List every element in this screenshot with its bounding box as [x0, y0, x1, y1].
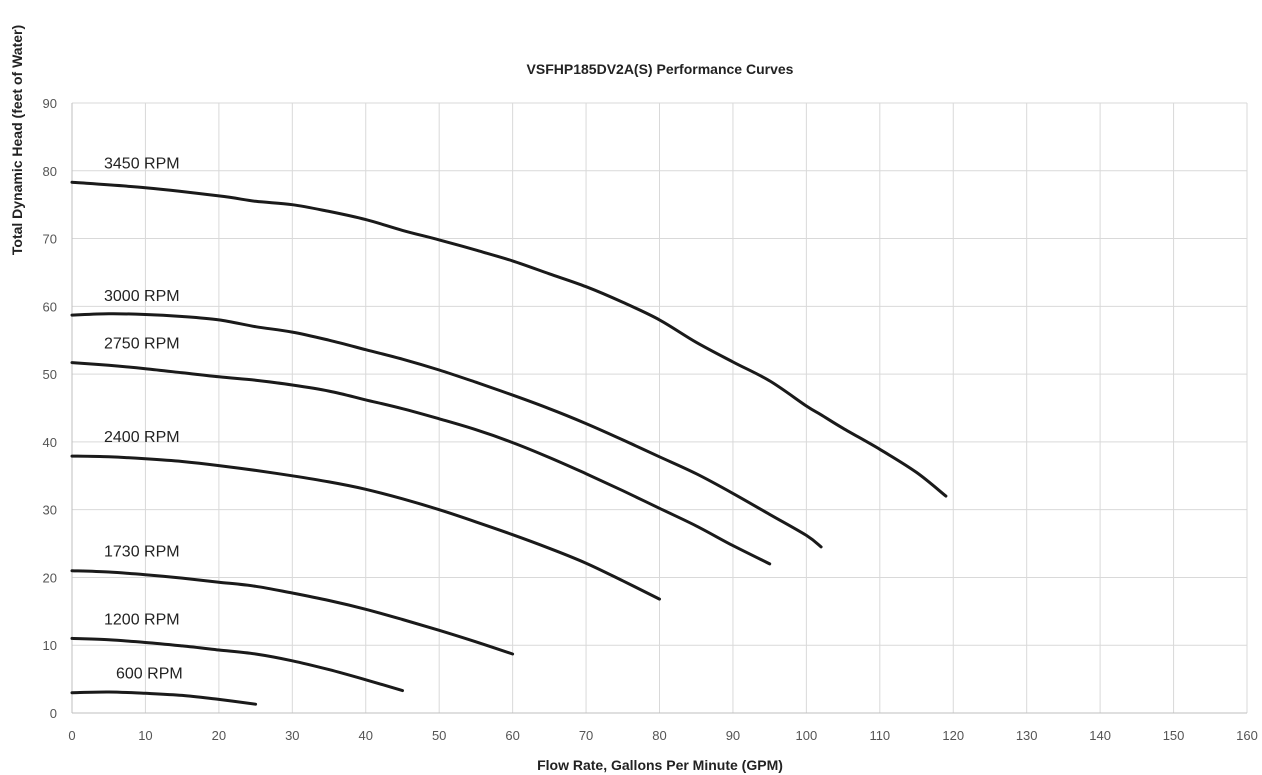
y-tick-labels: 0 10 20 30 40 50 60 70 80 90 — [43, 96, 57, 721]
x-tick-label: 10 — [138, 728, 152, 743]
series-label-1200-rpm: 1200 RPM — [104, 611, 180, 628]
y-axis-label: Total Dynamic Head (feet of Water) — [9, 25, 25, 255]
series-label-600-rpm: 600 RPM — [116, 666, 183, 683]
y-tick-label: 70 — [43, 232, 57, 247]
y-tick-label: 60 — [43, 299, 57, 314]
x-tick-label: 40 — [359, 728, 373, 743]
series-label-1730-rpm: 1730 RPM — [104, 544, 180, 561]
series-labels: 3450 RPM 3000 RPM 2750 RPM 2400 RPM 1730 RPM… — [104, 155, 183, 682]
series-label-3450-rpm: 3450 RPM — [104, 155, 180, 172]
x-tick-label: 0 — [68, 728, 75, 743]
y-tick-label: 40 — [43, 435, 57, 450]
y-tick-label: 30 — [43, 503, 57, 518]
x-tick-label: 100 — [796, 728, 818, 743]
x-tick-label: 60 — [505, 728, 519, 743]
x-tick-labels: 0 10 20 30 40 50 60 70 80 90 100 110 120 130 140 150 160 — [68, 728, 1257, 743]
x-tick-label: 30 — [285, 728, 299, 743]
x-axis-label: Flow Rate, Gallons Per Minute (GPM) — [537, 757, 783, 773]
curve-1730-rpm — [70, 569, 515, 656]
curve-3450-rpm — [70, 180, 948, 498]
x-tick-label: 80 — [652, 728, 666, 743]
axes — [71, 103, 1247, 714]
x-tick-label: 140 — [1089, 728, 1111, 743]
curve-3000-rpm — [70, 312, 823, 549]
curve-2750-rpm — [70, 361, 772, 566]
x-tick-label: 110 — [869, 728, 890, 743]
x-tick-label: 20 — [212, 728, 226, 743]
y-tick-label: 0 — [50, 706, 57, 721]
rpm-curves — [70, 180, 948, 706]
series-label-3000-rpm: 3000 RPM — [104, 288, 180, 305]
y-tick-label: 50 — [43, 367, 57, 382]
chart-title: VSFHP185DV2A(S) Performance Curves — [527, 61, 794, 77]
x-tick-label: 50 — [432, 728, 446, 743]
y-tick-label: 80 — [43, 164, 57, 179]
x-tick-label: 120 — [942, 728, 964, 743]
x-tick-label: 130 — [1016, 728, 1038, 743]
x-tick-label: 70 — [579, 728, 593, 743]
x-tick-label: 150 — [1163, 728, 1185, 743]
series-label-2750-rpm: 2750 RPM — [104, 336, 180, 353]
y-tick-label: 20 — [43, 570, 57, 585]
series-label-2400-rpm: 2400 RPM — [104, 429, 180, 446]
x-tick-label: 160 — [1236, 728, 1258, 743]
curve-2400-rpm — [70, 454, 661, 601]
curve-1200-rpm — [70, 636, 404, 693]
x-tick-label: 90 — [726, 728, 740, 743]
y-tick-label: 90 — [43, 96, 57, 111]
y-tick-label: 10 — [43, 638, 57, 653]
gridlines — [71, 102, 1248, 714]
curve-600-rpm — [70, 690, 258, 706]
